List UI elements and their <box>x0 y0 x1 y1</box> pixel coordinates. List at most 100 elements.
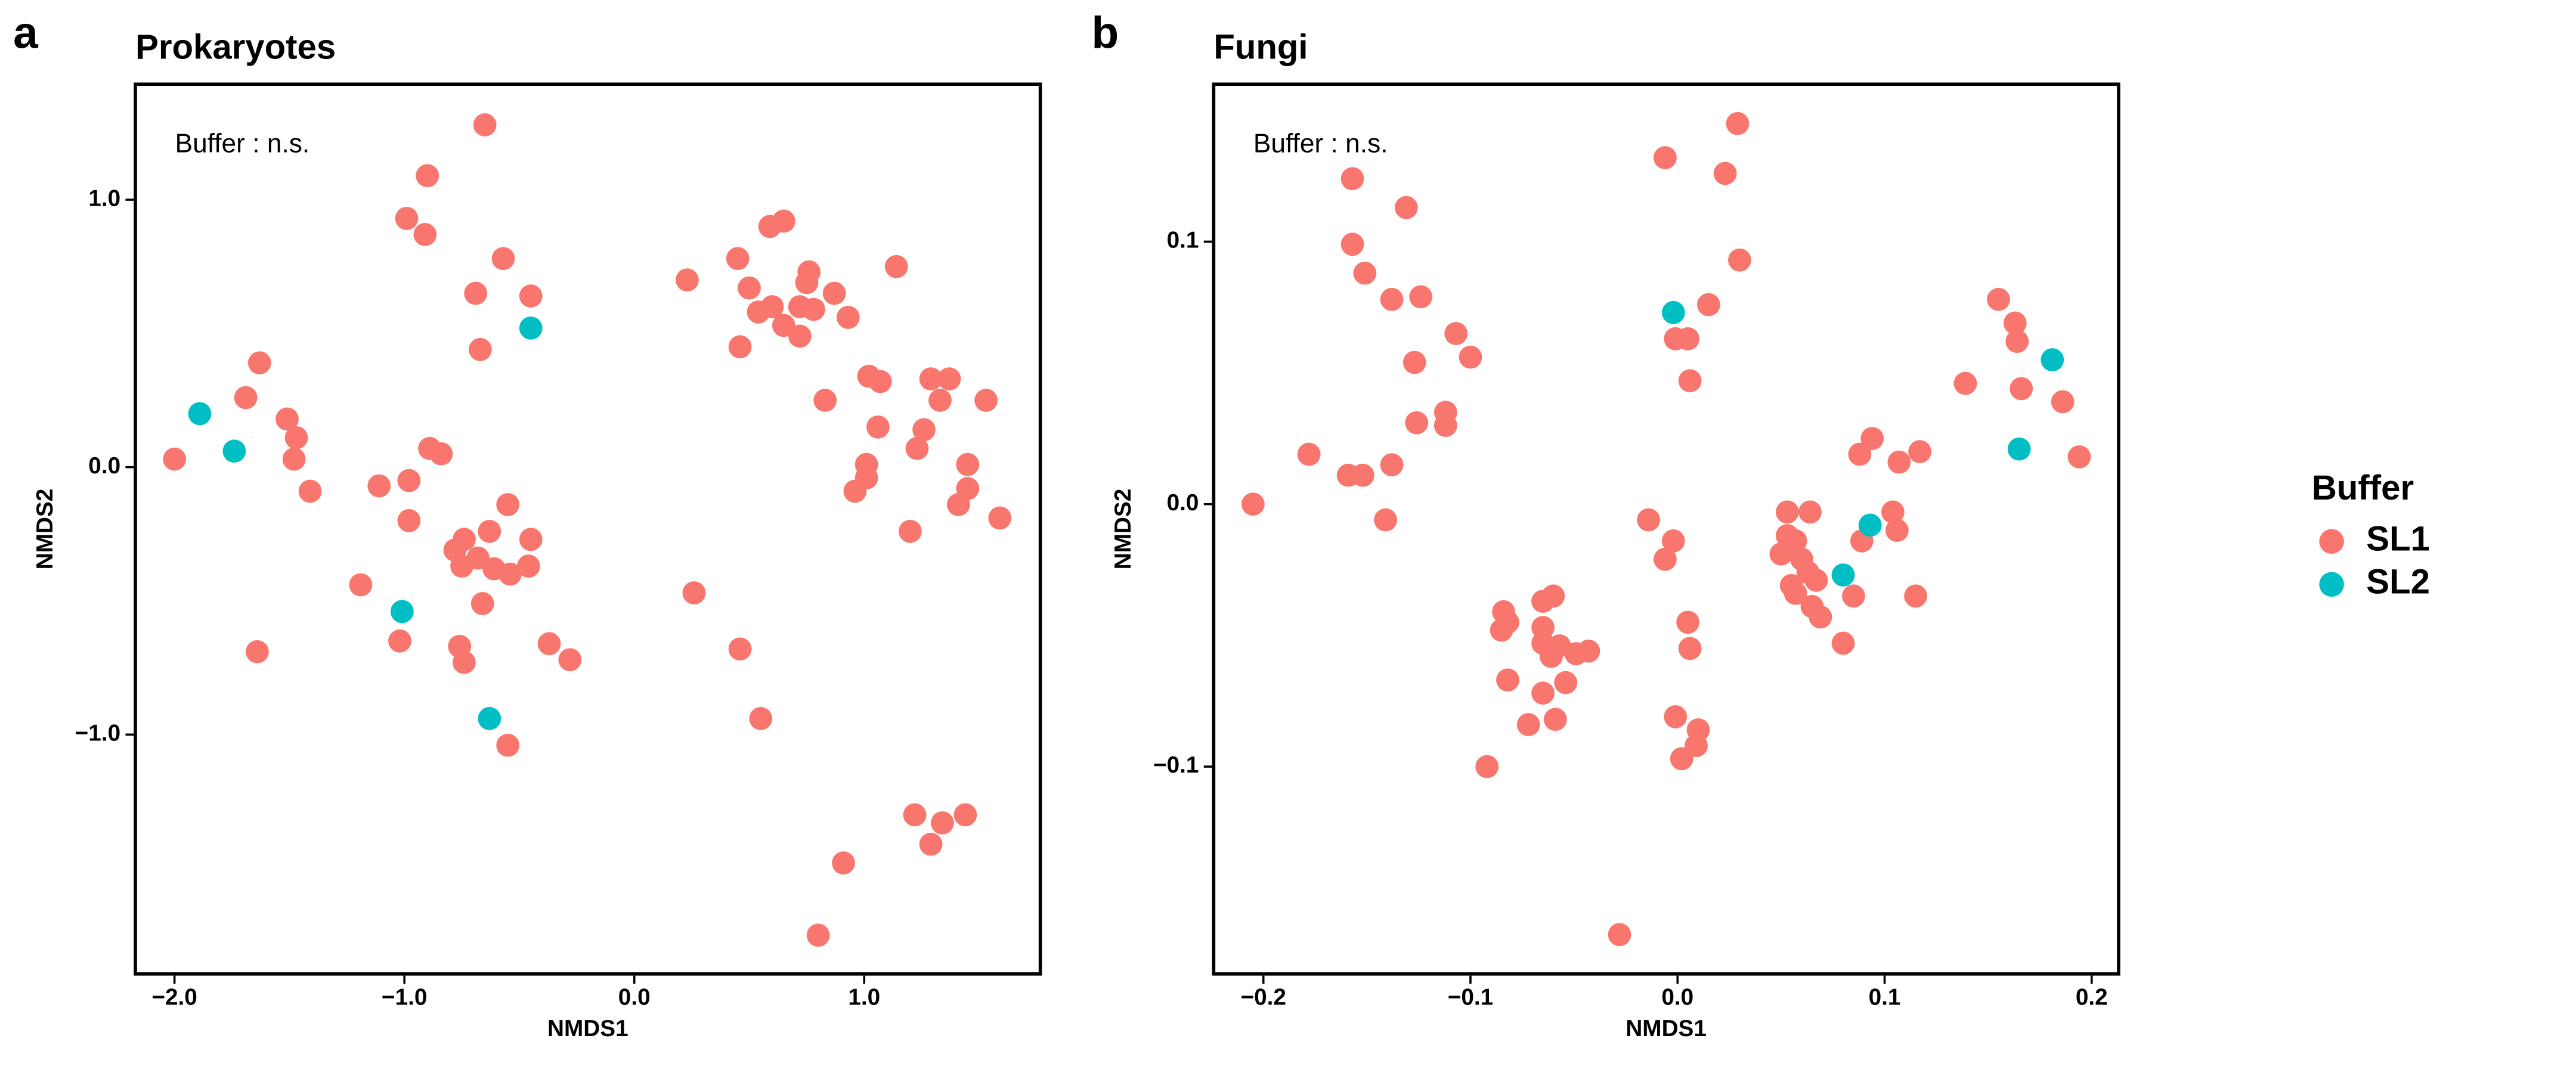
point <box>519 284 543 308</box>
point <box>390 600 414 624</box>
point <box>478 519 501 543</box>
annotation: Buffer : n.s. <box>1253 129 1388 158</box>
chart-title: Fungi <box>1213 27 1308 66</box>
point <box>469 337 492 361</box>
point <box>388 629 411 653</box>
point <box>222 439 246 463</box>
point <box>937 367 961 391</box>
point <box>726 247 750 271</box>
point <box>1654 146 1677 169</box>
legend-title: Buffer <box>2312 469 2414 507</box>
point <box>470 592 494 615</box>
point <box>1433 414 1457 438</box>
annotation: Buffer : n.s. <box>175 129 310 158</box>
point <box>1608 923 1631 947</box>
point <box>956 452 980 476</box>
x-axis-label: NMDS1 <box>547 1016 628 1041</box>
point <box>1798 500 1822 524</box>
point <box>349 573 373 597</box>
point <box>1543 708 1567 731</box>
point <box>1670 747 1693 771</box>
legend-marker <box>2319 572 2344 597</box>
point <box>1860 427 1884 451</box>
point <box>367 474 391 498</box>
point <box>1848 442 1872 466</box>
point <box>2003 311 2027 335</box>
point <box>738 276 761 300</box>
point <box>1475 755 1499 779</box>
point <box>772 209 795 233</box>
point <box>1394 196 1418 219</box>
point <box>1661 300 1685 324</box>
point <box>395 207 419 230</box>
x-tick-label: 1.0 <box>848 985 880 1010</box>
point <box>919 367 943 391</box>
point <box>728 637 752 661</box>
point <box>1340 167 1364 191</box>
point <box>1340 232 1364 256</box>
point <box>988 506 1012 530</box>
plot-frame <box>134 82 1042 976</box>
point <box>1858 513 1882 537</box>
point <box>1654 547 1677 571</box>
point <box>558 648 582 672</box>
point <box>473 113 497 137</box>
point <box>284 426 308 449</box>
point <box>478 707 501 730</box>
point <box>1904 584 1927 608</box>
point <box>519 317 543 340</box>
x-tick-label: −1.0 <box>382 985 428 1010</box>
point <box>866 415 890 439</box>
panel-label: a <box>13 8 39 58</box>
point <box>806 923 830 947</box>
x-axis-label: NMDS1 <box>1626 1016 1707 1041</box>
point <box>903 803 927 827</box>
point <box>2010 377 2033 401</box>
point <box>282 447 306 471</box>
point <box>822 281 846 305</box>
point <box>884 255 908 278</box>
point <box>516 554 540 578</box>
point <box>2041 348 2064 371</box>
point <box>1726 111 1750 135</box>
point <box>1678 369 1702 393</box>
point <box>928 389 952 412</box>
point <box>496 493 520 516</box>
point <box>905 436 929 460</box>
y-axis-label: NMDS2 <box>1110 489 1136 570</box>
point <box>1353 261 1377 285</box>
point <box>1887 450 1911 474</box>
point <box>491 247 515 271</box>
point <box>1885 519 1909 542</box>
point <box>1804 569 1828 592</box>
x-tick-label: 0.2 <box>2076 985 2108 1010</box>
point <box>1496 610 1519 634</box>
point <box>499 562 522 586</box>
point <box>1541 584 1565 608</box>
point <box>813 389 837 412</box>
point <box>749 707 773 730</box>
plot-frame <box>1212 82 2120 976</box>
y-tick-label: −0.1 <box>1153 752 1199 778</box>
point <box>464 281 488 305</box>
point <box>1380 453 1404 477</box>
point <box>234 386 258 410</box>
point <box>2067 445 2091 469</box>
legend-label: SL2 <box>2366 563 2430 601</box>
point <box>836 306 860 329</box>
point <box>1696 293 1720 317</box>
point <box>453 650 476 674</box>
point <box>1540 644 1563 668</box>
legend-label: SL1 <box>2366 520 2430 559</box>
x-tick-label: −2.0 <box>151 985 197 1010</box>
point <box>246 640 269 663</box>
point <box>912 418 936 442</box>
point <box>1664 705 1688 728</box>
point <box>1809 605 1832 629</box>
point <box>1784 582 1807 605</box>
point <box>1728 248 1751 272</box>
point <box>1908 440 1931 464</box>
point <box>496 733 520 757</box>
point <box>2007 437 2031 461</box>
